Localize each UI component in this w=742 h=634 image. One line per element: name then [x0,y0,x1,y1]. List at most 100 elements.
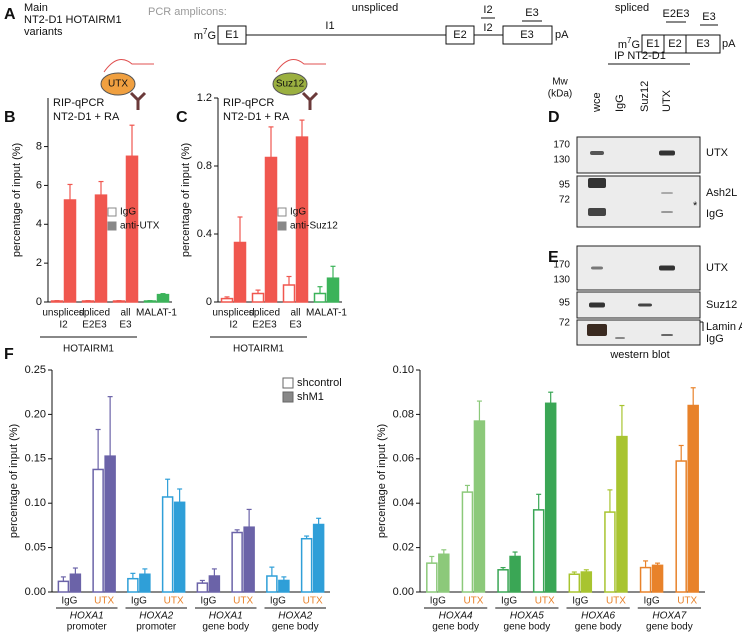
bar [604,511,616,593]
x-tick-label: IgG [501,596,517,607]
group-gene: HOXA4 [439,611,473,622]
blot-band [661,334,673,336]
y-tick-label: 0 [36,296,42,308]
x-tick-label: UTX [463,596,483,607]
rna [103,59,154,73]
bar [295,136,309,303]
blot-band [589,302,605,308]
marker: 130 [553,275,570,286]
legend-label: IgG [120,207,136,218]
lane-label: Suz12 [639,81,651,112]
blot-band [587,324,607,336]
x-tick-label: E3 [119,320,132,331]
bar [461,491,474,593]
legend-label: shcontrol [297,377,342,389]
panel-label: F [4,346,14,363]
bar [616,435,628,593]
exon [502,25,553,45]
lane-label: wce [591,92,603,113]
exon-label: E3 [520,29,533,41]
y-tick-label: 8 [36,140,42,152]
x-tick-label: IgG [644,596,660,607]
panel-label: E [548,249,559,266]
icon-label: UTX [108,79,128,90]
legend-swatch [107,221,117,231]
x-tick-label: E2E3 [82,320,107,331]
blot-band [661,211,673,213]
x-tick-label: IgG [131,596,147,607]
exon [685,34,721,54]
y-axis-label: percentage of input (%) [8,424,20,538]
lane-label: UTX [661,89,673,112]
y-tick-label: 0.10 [25,497,46,509]
bar [173,501,186,593]
cap-part: m [194,30,203,42]
bar [426,562,438,593]
x-tick-label: UTX [164,596,184,607]
blot-images [576,136,704,346]
x-tick-label: E2E3 [252,320,277,331]
cap-part: G [207,30,216,42]
mw-label: (kDa) [548,89,572,100]
gene-model [217,25,721,54]
bar [233,241,247,303]
panel-label: C [176,109,188,126]
blot-band [588,208,606,216]
title-line: Main [24,2,48,14]
bar [208,575,221,593]
group-gene: HOXA7 [652,611,686,622]
x-tick-label: UTX [303,596,323,607]
bar [57,580,70,593]
bar [675,460,687,593]
chart-title: RIP-qPCR [53,97,104,109]
x-tick-label: UTX [94,596,114,607]
panel-label: B [4,109,16,126]
bar [266,575,278,593]
y-tick-label: 0.25 [25,364,46,376]
legend-label: IgG [290,207,306,218]
x-tick-label: UTX [535,596,555,607]
bar [104,455,116,593]
legend-swatch [282,377,294,389]
y-tick-label: 4 [36,218,42,230]
blot-caption: western blot [609,349,669,361]
intron-label: I2 [483,22,492,34]
bar [473,420,486,593]
bar [94,194,108,303]
panel-label: D [548,109,560,126]
chart-title: NT2-D1 + RA [223,111,290,123]
x-tick-label: MALAT-1 [136,308,177,319]
group-region: gene body [504,622,551,633]
rna [275,59,326,73]
cap-part: G [631,39,640,51]
group-gene: HOXA2 [278,611,312,622]
protein [100,72,136,96]
amplicon-label: I2 [483,4,492,16]
x-tick-label: UTX [677,596,697,607]
blot-band [615,337,625,339]
blot-band [591,266,603,270]
panel-label: A [4,6,16,23]
amplicon-label: E3 [525,7,538,19]
marker: 95 [559,298,571,309]
band-label: IgG [706,333,724,345]
blot-band [638,303,652,307]
marker: 170 [553,260,570,271]
y-tick-label: 0.8 [197,160,212,172]
blot-band [588,178,606,188]
bar [313,292,327,303]
x-tick-label: unspliced [212,308,254,319]
bar [92,468,104,593]
band-label: UTX [706,262,729,274]
bar [127,577,139,593]
antibody [129,91,147,110]
bar [544,402,557,593]
legend-swatch [107,207,117,217]
bar [580,571,593,593]
y-tick-label: 1.2 [197,92,212,104]
x-tick-label: UTX [233,596,253,607]
bar [156,293,170,303]
x-tick-label: MALAT-1 [306,308,347,319]
bar [639,566,652,593]
